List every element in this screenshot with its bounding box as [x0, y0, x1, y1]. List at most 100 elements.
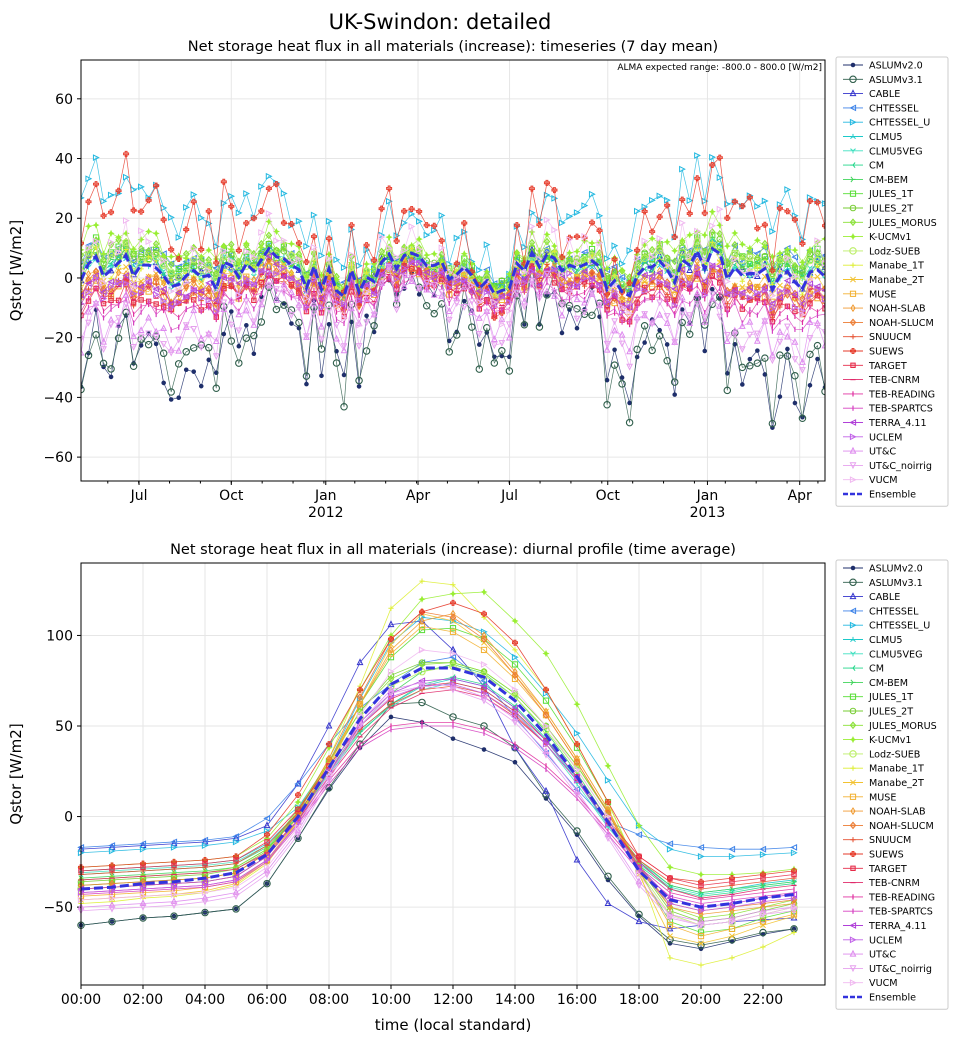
point-2-aslumv2-0-14: [512, 759, 518, 765]
point-1-muse-71: [611, 299, 618, 307]
legend-label-2-manabe-2t: Manabe_2T: [869, 778, 924, 789]
point-1-uclem-18: [213, 307, 220, 315]
x-tick-label-1-0: Jul: [130, 488, 148, 504]
point-1-lodz-sueb-10: [152, 250, 160, 259]
point-1-jules-1t-5: [115, 243, 122, 250]
point-1-terra-4-11-47: [430, 275, 438, 283]
range-annotation: ALMA expected range: -800.0 - 800.0 [W/m…: [617, 63, 822, 73]
point-1-ut-c-21: [235, 310, 243, 318]
legend-label-2-chtessel: CHTESSEL: [869, 606, 919, 617]
legend-label-2-clmu5veg: CLMU5VEG: [869, 649, 923, 660]
point-1-k-ucmv1-51: [460, 250, 468, 258]
series-line-1-ut-c: [81, 266, 825, 364]
point-1-jules-1t-15: [190, 262, 197, 270]
point-1-jules-morus-86: [724, 257, 731, 266]
point-1-terra-4-11-58: [513, 268, 520, 276]
point-1-chtessel-u-54: [483, 241, 491, 249]
point-1-suews-73: [626, 280, 633, 287]
point-1-ut-c-24: [257, 300, 265, 308]
point-1-lodz-sueb-45: [415, 246, 423, 255]
point-1-manabe-1t-10: [153, 258, 159, 264]
point-1-ut-c-13: [175, 346, 183, 354]
point-1-terra-4-11-22: [242, 279, 250, 287]
legend-label-1-cm-bem: CM-BEM: [869, 175, 908, 186]
point-1-aslumv3-1-95: [791, 371, 799, 380]
point-1-lodz-sueb-12: [167, 268, 175, 276]
point-1-jules-morus-92: [769, 260, 776, 268]
point-1-ut-c-17: [205, 329, 213, 337]
legend-label-2-ut-c-noirrig: UT&C_noirrig: [869, 964, 932, 975]
point-1-uclem-22: [243, 275, 251, 283]
point-1-uclem-31: [310, 276, 318, 283]
point-1-manabe-1t-9: [146, 254, 152, 260]
point-1-aslumv3-1-5: [114, 334, 123, 343]
point-1-aslumv3-1-46: [422, 302, 431, 310]
legend-label-2-aslumv3-1: ASLUMv3.1: [869, 578, 923, 589]
point-1-uclem-91: [761, 286, 769, 294]
point-1-chtessel-u-65: [566, 213, 574, 220]
point-1-uclem-54: [483, 288, 491, 296]
point-1-aslumv2-0-22: [244, 323, 249, 328]
point-2-target-19: [667, 875, 673, 881]
legend-label-2-cm-bem: CM-BEM: [869, 678, 908, 689]
point-1-uclem-27: [280, 264, 288, 272]
point-1-aslumv3-1-93: [776, 351, 784, 359]
point-1-chtessel-u-47: [431, 226, 438, 234]
point-1-jules-morus-27: [280, 244, 288, 252]
point-1-aslumv2-0-28: [289, 321, 294, 326]
legend-label-1-clmu5: CLMU5: [869, 132, 902, 143]
point-1-jules-1t-13: [175, 265, 182, 273]
point-1-suews-91: [761, 221, 768, 228]
point-1-chtessel-u-91: [761, 197, 769, 205]
point-1-chtessel-u-69: [596, 212, 604, 220]
point-1-ut-c-67: [581, 298, 588, 306]
point-1-lodz-sueb-75: [640, 254, 649, 263]
point-1-k-ucmv1-76: [648, 234, 656, 243]
point-1-k-ucmv1-1: [84, 222, 93, 230]
point-1-jules-2t-19: [220, 257, 228, 265]
point-1-uclem-48: [438, 267, 446, 275]
point-1-suews-28: [288, 221, 295, 228]
point-1-aslumv3-1-23: [250, 331, 258, 340]
point-1-chtessel-u-99: [821, 200, 825, 207]
point-1-chtessel-u-6: [122, 173, 130, 181]
point-1-ut-c-74: [633, 313, 641, 321]
legend-label-1-noah-slab: NOAH-SLAB: [869, 304, 926, 315]
point-1-aslumv3-1-96: [798, 414, 807, 423]
point-1-suews-85: [716, 154, 723, 161]
point-1-terra-4-11-79: [670, 285, 678, 293]
point-1-aslumv3-1-34: [332, 359, 341, 367]
point-1-ut-c-78: [663, 319, 671, 326]
point-1-uclem-70: [603, 298, 611, 306]
point-1-suews-38: [363, 242, 370, 249]
legend-marker-1-target: [850, 362, 856, 369]
point-1-uclem-1: [85, 289, 93, 296]
legend-label-1-noah-slucm: NOAH-SLUCM: [869, 318, 934, 329]
point-1-suews-8: [138, 208, 145, 215]
point-1-cable-81: [686, 266, 694, 273]
point-1-ut-c-8: [137, 326, 145, 334]
point-1-uclem-69: [596, 282, 604, 289]
point-1-uclem-3: [100, 295, 108, 303]
point-1-uclem-13: [175, 299, 183, 306]
point-1-terra-4-11-8: [137, 283, 145, 291]
point-1-aslumv3-1-56: [498, 346, 506, 355]
point-1-k-ucmv1-72: [618, 266, 626, 274]
point-1-uclem-95: [791, 304, 799, 311]
point-1-k-ucmv1-91: [761, 243, 769, 251]
point-1-uclem-51: [461, 276, 468, 284]
point-1-lodz-sueb-68: [588, 251, 596, 260]
point-1-terra-4-11-4: [107, 278, 115, 286]
point-1-ut-c-22: [242, 306, 250, 314]
point-1-suews-97: [806, 197, 813, 204]
point-1-terra-4-11-27: [280, 273, 288, 281]
legend-label-1-k-ucmv1: K-UCMv1: [869, 232, 912, 243]
point-1-uclem-79: [671, 302, 679, 310]
point-1-ut-c-9: [145, 313, 153, 321]
point-1-manabe-2t-6: [123, 264, 130, 270]
point-1-target-23: [251, 297, 257, 304]
point-1-terra-4-11-34: [332, 291, 340, 299]
point-1-suews-13: [175, 255, 182, 262]
point-1-aslumv3-1-67: [580, 310, 589, 319]
point-1-chtessel-u-4: [107, 191, 115, 199]
